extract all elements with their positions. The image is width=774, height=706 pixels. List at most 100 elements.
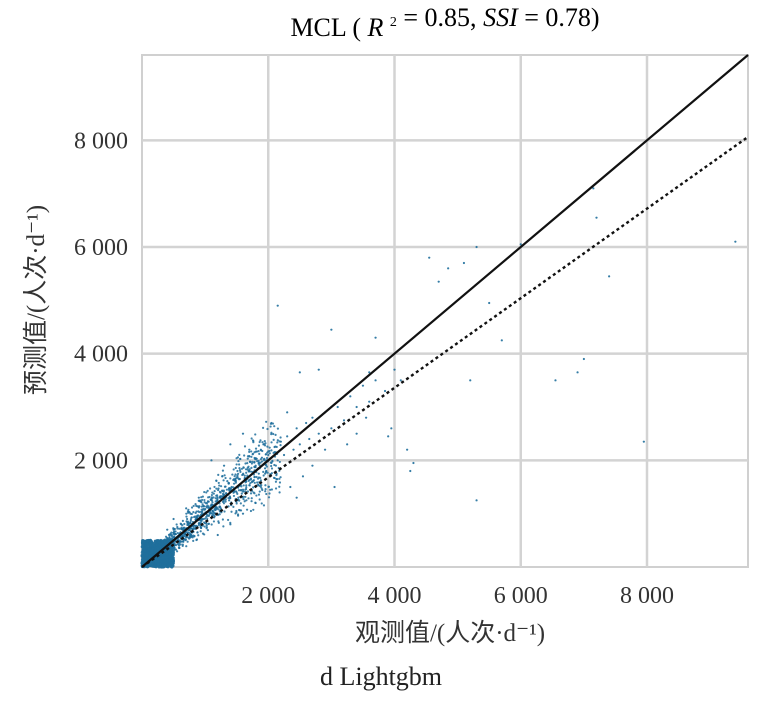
data-point: [212, 492, 215, 495]
data-point: [156, 547, 160, 551]
data-point: [185, 507, 188, 510]
data-point: [205, 491, 208, 494]
data-point: [213, 489, 216, 493]
data-point: [393, 368, 396, 371]
data-point: [259, 458, 262, 461]
title-ssi-label: SSI: [483, 3, 519, 32]
data-point: [183, 532, 186, 536]
data-point: [257, 444, 261, 447]
data-point: [267, 453, 270, 457]
data-point: [211, 512, 214, 515]
data-point: [232, 482, 236, 485]
data-point: [276, 439, 279, 442]
data-point: [261, 426, 265, 430]
data-point: [198, 505, 201, 508]
data-point: [182, 540, 185, 543]
data-point: [172, 527, 176, 531]
data-point: [148, 543, 152, 548]
data-point: [156, 562, 160, 567]
data-point: [147, 547, 151, 551]
data-point: [251, 452, 255, 455]
data-point: [263, 444, 267, 447]
data-point: [245, 471, 248, 474]
data-point: [190, 512, 193, 516]
data-point: [222, 493, 225, 496]
data-point: [184, 539, 187, 542]
data-point: [152, 544, 156, 548]
data-point: [399, 379, 402, 382]
data-point: [208, 487, 212, 490]
data-point: [189, 518, 192, 521]
data-point: [232, 478, 235, 481]
data-point: [252, 491, 255, 494]
data-point: [264, 490, 267, 493]
y-tick-label: 6 000: [74, 235, 128, 261]
data-point: [268, 449, 271, 453]
data-point: [289, 485, 292, 489]
data-point: [252, 439, 255, 443]
data-point: [264, 484, 267, 487]
data-point: [333, 485, 336, 489]
data-point: [250, 455, 253, 458]
data-point: [187, 531, 190, 534]
data-point: [179, 522, 182, 525]
data-point: [195, 510, 198, 513]
data-point: [383, 389, 387, 393]
data-point: [238, 463, 241, 466]
data-point: [205, 527, 208, 530]
x-tick-label: 2 000: [241, 583, 295, 609]
data-point: [235, 509, 238, 513]
data-point: [222, 525, 225, 528]
data-point: [161, 556, 165, 560]
data-point: [207, 522, 210, 526]
data-point: [206, 517, 209, 520]
data-point: [186, 523, 189, 527]
data-point: [213, 485, 216, 489]
data-point: [148, 554, 152, 559]
data-point: [270, 433, 273, 436]
data-point: [190, 533, 193, 537]
data-point: [217, 473, 220, 476]
data-point: [210, 493, 214, 497]
data-point: [301, 475, 305, 478]
data-point: [255, 494, 258, 497]
data-point: [266, 427, 269, 431]
title-r2-label: R: [367, 13, 384, 42]
data-point: [222, 464, 226, 467]
data-point: [259, 461, 262, 464]
data-point: [252, 508, 255, 511]
data-point: [279, 436, 282, 439]
data-point: [734, 240, 737, 243]
data-point: [262, 504, 266, 507]
data-point: [295, 427, 298, 430]
data-point: [267, 485, 270, 489]
data-point: [308, 437, 311, 441]
data-point: [239, 470, 242, 474]
data-point: [267, 496, 271, 499]
data-point: [262, 458, 265, 461]
data-point: [197, 510, 200, 513]
data-point: [195, 538, 198, 542]
data-point: [249, 509, 253, 513]
data-point: [242, 490, 245, 493]
data-point: [406, 448, 409, 451]
data-point: [197, 499, 200, 502]
data-point: [264, 442, 267, 445]
title-model: MCL: [290, 13, 345, 42]
data-point: [165, 552, 169, 556]
data-point: [259, 448, 262, 451]
data-point: [171, 553, 175, 557]
data-point: [278, 485, 281, 488]
data-point: [194, 524, 197, 527]
data-point: [266, 451, 269, 454]
data-point: [159, 559, 163, 564]
data-point: [500, 339, 503, 342]
title-r2-sup: 2: [390, 15, 397, 30]
data-point: [181, 519, 184, 522]
data-point: [282, 453, 286, 457]
data-point: [237, 478, 241, 481]
data-point: [185, 545, 188, 548]
data-point: [311, 464, 314, 467]
data-point: [163, 540, 168, 544]
data-point: [203, 498, 206, 502]
